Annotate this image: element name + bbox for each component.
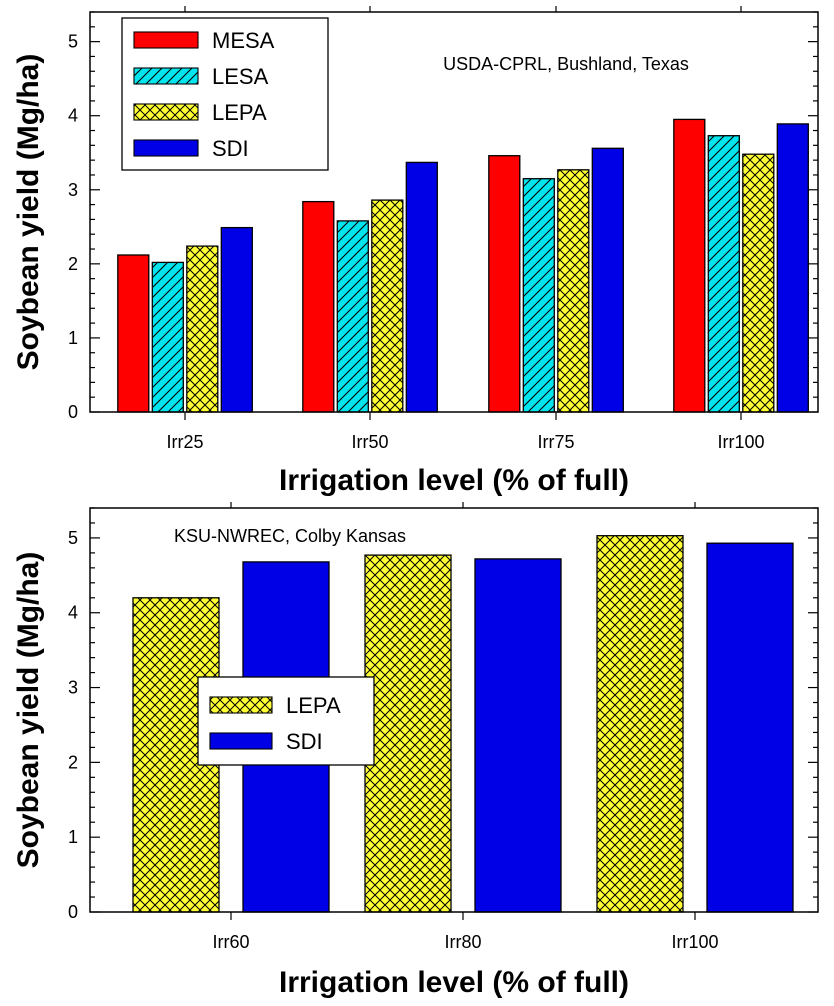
- y-axis-title: Soybean yield (Mg/ha): [12, 54, 45, 371]
- legend-label-lesa: LESA: [212, 64, 269, 89]
- y-tick-label: 3: [68, 678, 78, 698]
- bar-lesa-irr25: [151, 261, 184, 413]
- y-axis-title: Soybean yield (Mg/ha): [12, 552, 45, 869]
- bar-sdi-irr80: [474, 558, 562, 913]
- x-tick-label: Irr75: [537, 432, 574, 452]
- bar-lepa-irr25: [186, 245, 219, 413]
- legend-swatch-sdi: [133, 139, 199, 157]
- bar-lesa-irr75: [522, 178, 555, 413]
- plot-frame: [89, 507, 819, 913]
- y-tick-label: 0: [68, 902, 78, 922]
- x-tick-label: Irr60: [212, 932, 249, 952]
- site-annotation: USDA-CPRL, Bushland, Texas: [443, 54, 689, 74]
- plot-frame: [89, 11, 819, 413]
- legend-swatch-lepa: [209, 696, 273, 714]
- y-tick-label: 1: [68, 827, 78, 847]
- bar-sdi-irr100: [706, 542, 794, 913]
- legend: MESA LESA LEPA SDI: [121, 17, 329, 171]
- bar-sdi-irr50: [405, 161, 438, 413]
- y-tick-label: 4: [68, 106, 78, 126]
- bar-lepa-irr50: [371, 199, 404, 413]
- legend-label-lepa: LEPA: [286, 693, 341, 718]
- bar-lepa-irr75: [557, 169, 590, 413]
- y-tick-label: 1: [68, 328, 78, 348]
- y-tick-label: 3: [68, 180, 78, 200]
- y-tick-label: 5: [68, 528, 78, 548]
- legend-swatch-lesa: [133, 67, 199, 85]
- legend-swatch-sdi: [209, 732, 273, 750]
- bar-sdi-irr75: [591, 147, 624, 413]
- bar-lepa-irr80: [364, 554, 452, 913]
- legend-label-sdi: SDI: [212, 136, 249, 161]
- y-tick-label: 2: [68, 254, 78, 274]
- bar-sdi-irr100: [776, 123, 809, 413]
- x-tick-label: Irr80: [444, 932, 481, 952]
- bar-lesa-irr50: [336, 220, 369, 413]
- y-tick-label: 4: [68, 603, 78, 623]
- legend-swatch-mesa: [133, 31, 199, 49]
- x-tick-label: Irr100: [671, 932, 718, 952]
- bar-lepa-irr100: [742, 153, 775, 413]
- x-tick-label: Irr100: [717, 432, 764, 452]
- y-tick-label: 5: [68, 32, 78, 52]
- bar-mesa-irr25: [117, 254, 150, 413]
- chart-panel-2: 0 1 2 3 4 5 Irr60 Irr80 Irr100 Irrigation level (…: [12, 502, 819, 999]
- site-annotation: KSU-NWREC, Colby Kansas: [174, 526, 406, 546]
- bar-sdi-irr25: [220, 226, 253, 413]
- legend-label-lepa: LEPA: [212, 100, 267, 125]
- y-tick-label: 2: [68, 752, 78, 772]
- bar-lesa-irr100: [707, 135, 740, 413]
- x-axis-title: Irrigation level (% of full): [279, 966, 629, 999]
- x-axis-title: Irrigation level (% of full): [279, 464, 629, 497]
- legend-label-sdi: SDI: [286, 729, 323, 754]
- x-tick-label: Irr25: [166, 432, 203, 452]
- bar-mesa-irr100: [673, 118, 706, 413]
- chart-panel-1: 0 1 2 3 4 5 Irr25 Irr50 Irr75 Irr100 Irrigation le…: [12, 6, 819, 497]
- legend-label-mesa: MESA: [212, 28, 275, 53]
- bar-mesa-irr50: [302, 200, 335, 413]
- bar-mesa-irr75: [488, 155, 521, 413]
- legend: LEPA SDI: [197, 676, 375, 766]
- y-tick-label: 0: [68, 402, 78, 422]
- legend-box: [197, 676, 375, 766]
- x-tick-label: Irr50: [351, 432, 388, 452]
- legend-swatch-lepa: [133, 103, 199, 121]
- bar-lepa-irr100: [596, 535, 684, 913]
